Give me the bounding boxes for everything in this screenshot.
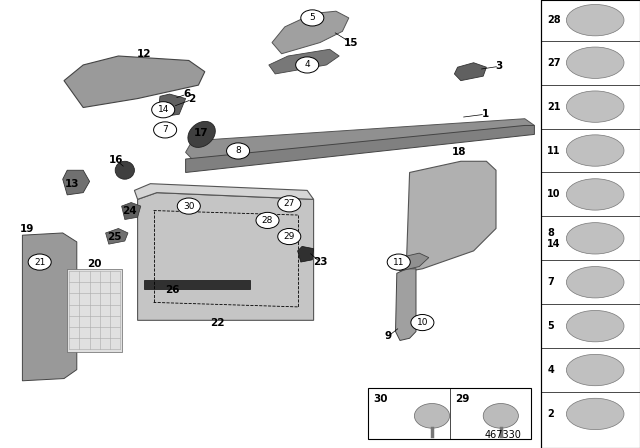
Text: 21: 21 [34,258,45,267]
Text: 11: 11 [547,146,561,155]
Ellipse shape [566,354,624,386]
Text: 5: 5 [310,13,315,22]
Text: 2: 2 [188,95,196,104]
Polygon shape [406,161,496,271]
Text: 7: 7 [163,125,168,134]
Ellipse shape [566,310,624,342]
FancyBboxPatch shape [541,0,640,448]
Polygon shape [22,233,77,381]
Text: 24: 24 [122,206,136,215]
Text: 12: 12 [137,49,151,59]
Circle shape [154,122,177,138]
Polygon shape [186,125,534,172]
Ellipse shape [566,135,624,166]
Polygon shape [394,253,429,271]
Circle shape [152,102,175,118]
Text: 28: 28 [547,15,561,25]
Text: 29: 29 [454,394,469,404]
Polygon shape [122,202,141,220]
Text: 8: 8 [236,146,241,155]
Text: 25: 25 [107,232,121,241]
Text: 7: 7 [547,277,554,287]
Ellipse shape [483,404,518,428]
Circle shape [28,254,51,270]
Circle shape [177,198,200,214]
Circle shape [411,314,434,331]
Text: 19: 19 [20,224,34,234]
Text: 16: 16 [109,155,124,165]
Text: 22: 22 [211,319,225,328]
Polygon shape [67,269,122,352]
Circle shape [387,254,410,270]
Text: 11: 11 [393,258,404,267]
Ellipse shape [115,161,134,179]
Text: 10: 10 [547,190,561,199]
Polygon shape [396,269,416,340]
Ellipse shape [566,223,624,254]
Circle shape [227,143,250,159]
Ellipse shape [188,121,215,147]
Polygon shape [269,49,339,74]
Text: 6: 6 [183,89,191,99]
Polygon shape [63,170,90,195]
Polygon shape [138,193,314,320]
Polygon shape [159,94,186,116]
Text: 18: 18 [452,147,467,157]
Text: 30: 30 [183,202,195,211]
Text: 15: 15 [344,38,358,47]
Ellipse shape [566,47,624,78]
Text: 17: 17 [195,128,209,138]
Ellipse shape [566,398,624,430]
Polygon shape [186,119,534,159]
Text: 27: 27 [284,199,295,208]
Polygon shape [64,56,205,108]
Polygon shape [454,63,486,81]
Text: 3: 3 [495,61,503,71]
Circle shape [278,228,301,245]
Text: 9: 9 [385,331,392,341]
Text: 20: 20 [88,259,102,269]
Text: 4: 4 [547,365,554,375]
Text: 8
14: 8 14 [547,228,561,249]
Text: 13: 13 [65,179,79,189]
Polygon shape [106,228,128,244]
Text: 28: 28 [262,216,273,225]
Text: 10: 10 [417,318,428,327]
Circle shape [296,57,319,73]
Ellipse shape [566,91,624,122]
Polygon shape [144,280,250,289]
Text: 26: 26 [166,285,180,295]
Polygon shape [298,246,314,262]
Text: 5: 5 [547,321,554,331]
Text: 1: 1 [481,109,489,119]
Circle shape [278,196,301,212]
Polygon shape [272,11,349,54]
Text: 2: 2 [547,409,554,419]
FancyBboxPatch shape [368,388,531,439]
Ellipse shape [566,179,624,210]
Text: 14: 14 [157,105,169,114]
Text: 4: 4 [305,60,310,69]
Circle shape [256,212,279,228]
Text: 27: 27 [547,58,561,68]
Ellipse shape [566,4,624,36]
Text: 467330: 467330 [484,430,522,440]
Text: 30: 30 [373,394,388,404]
Text: 23: 23 [313,257,327,267]
Circle shape [301,10,324,26]
Text: 29: 29 [284,232,295,241]
Ellipse shape [415,404,449,428]
Polygon shape [134,184,314,199]
Ellipse shape [566,267,624,298]
Text: 21: 21 [547,102,561,112]
